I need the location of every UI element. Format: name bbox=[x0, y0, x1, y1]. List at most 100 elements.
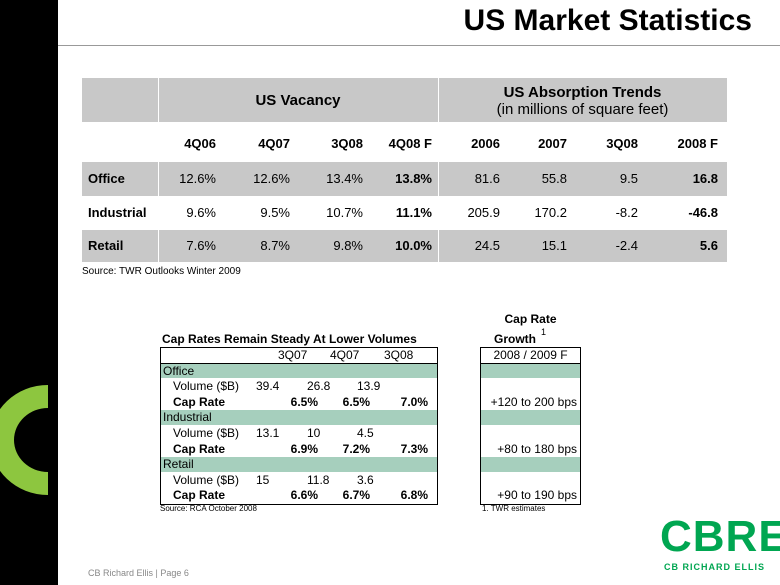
cell: 55.8 bbox=[541, 171, 567, 186]
side-bar bbox=[0, 0, 58, 585]
cell: 9.6% bbox=[186, 205, 216, 220]
column-header: 3Q08 bbox=[331, 136, 363, 151]
cell: 13.9 bbox=[357, 379, 381, 394]
cell: 24.5 bbox=[474, 238, 500, 253]
row-label: Cap Rate bbox=[173, 394, 226, 409]
growth-title: Cap Rate bbox=[504, 312, 557, 326]
cell: 6.5% bbox=[342, 394, 370, 409]
logo-name: CB RICHARD ELLIS bbox=[664, 562, 765, 572]
growth-title: Growth bbox=[494, 332, 536, 346]
cell: 5.6 bbox=[699, 238, 718, 253]
column-header: 2006 bbox=[471, 136, 500, 151]
cell: 10.7% bbox=[326, 205, 363, 220]
table-border bbox=[480, 347, 581, 505]
column-divider bbox=[438, 78, 439, 262]
cell: 6.6% bbox=[290, 488, 318, 503]
header-rule bbox=[160, 362, 438, 364]
section-band bbox=[481, 457, 580, 472]
cell: 6.5% bbox=[290, 394, 318, 409]
cell: 10.0% bbox=[395, 238, 432, 253]
section-band bbox=[481, 363, 580, 379]
cell: 11.8 bbox=[307, 472, 330, 487]
group-subheader: (in millions of square feet) bbox=[496, 101, 669, 118]
cell: 9.5% bbox=[260, 205, 290, 220]
column-divider bbox=[158, 78, 159, 262]
cell: -8.2 bbox=[615, 205, 638, 220]
logo-mark: CBRE bbox=[660, 512, 780, 561]
section-band bbox=[161, 410, 437, 425]
table-title: Cap Rates Remain Steady At Lower Volumes bbox=[162, 332, 417, 346]
cell: 16.8 bbox=[692, 171, 718, 186]
row-label: Volume ($B) bbox=[173, 379, 240, 394]
cell: 12.6% bbox=[179, 171, 216, 186]
column-header: 2008 F bbox=[677, 136, 718, 151]
column-header: 4Q07 bbox=[330, 348, 360, 362]
cell: 8.7% bbox=[260, 238, 290, 253]
cell: 7.3% bbox=[400, 441, 428, 456]
source-note: Source: TWR Outlooks Winter 2009 bbox=[82, 266, 241, 277]
cell: 6.8% bbox=[400, 488, 428, 503]
growth-value: +120 to 200 bps bbox=[490, 394, 577, 409]
column-header: 3Q07 bbox=[278, 348, 308, 362]
footnote-mark: 1 bbox=[541, 327, 547, 337]
cell: 3.6 bbox=[357, 472, 374, 487]
column-header: 3Q08 bbox=[384, 348, 414, 362]
source-note: Source: RCA October 2008 bbox=[160, 504, 257, 513]
section-label: Industrial bbox=[163, 410, 212, 425]
cell: 13.1 bbox=[256, 426, 280, 440]
table-border bbox=[160, 347, 438, 505]
column-header: 3Q08 bbox=[606, 136, 638, 151]
cell: 11.1% bbox=[395, 205, 432, 220]
column-header: 4Q07 bbox=[258, 136, 290, 151]
cell: 81.6 bbox=[474, 171, 500, 186]
header-band bbox=[82, 78, 727, 122]
row-band bbox=[82, 230, 727, 262]
title-rule bbox=[58, 45, 780, 46]
cell: 9.5 bbox=[619, 171, 638, 186]
cell: 12.6% bbox=[253, 171, 290, 186]
section-band bbox=[161, 363, 437, 379]
group-header: US Absorption Trends bbox=[503, 84, 662, 101]
cell: 26.8 bbox=[307, 379, 331, 394]
cell: 205.9 bbox=[467, 205, 500, 220]
column-header: 2007 bbox=[538, 136, 567, 151]
cell: 7.6% bbox=[186, 238, 216, 253]
group-header: US Vacancy bbox=[255, 92, 341, 109]
cell: 6.7% bbox=[342, 488, 370, 503]
section-band bbox=[481, 410, 580, 425]
section-label: Office bbox=[163, 363, 195, 378]
header-rule bbox=[480, 362, 581, 364]
cell: 4.5 bbox=[357, 426, 374, 440]
cell: 13.4% bbox=[326, 171, 363, 186]
cell: 15 bbox=[256, 472, 270, 487]
row-label: Retail bbox=[88, 238, 124, 253]
column-header: 4Q06 bbox=[184, 136, 216, 151]
cell: 170.2 bbox=[534, 205, 567, 220]
cell: 15.1 bbox=[541, 238, 567, 253]
row-label: Cap Rate bbox=[173, 441, 226, 456]
cell: 10 bbox=[307, 426, 321, 440]
row-label: Cap Rate bbox=[173, 488, 226, 503]
row-label: Office bbox=[88, 171, 125, 186]
footnote: 1. TWR estimates bbox=[482, 504, 546, 513]
column-header: 4Q08 F bbox=[388, 136, 432, 151]
cell: -46.8 bbox=[688, 205, 718, 220]
growth-header: 2008 / 2009 F bbox=[493, 348, 568, 362]
growth-value: +90 to 190 bps bbox=[497, 488, 577, 503]
row-label: Industrial bbox=[88, 205, 147, 220]
section-band bbox=[161, 457, 437, 472]
slide-title: US Market Statistics bbox=[463, 4, 752, 37]
row-label: Volume ($B) bbox=[173, 472, 240, 487]
cell: 9.8% bbox=[333, 238, 363, 253]
cell: 13.8% bbox=[395, 171, 432, 186]
row-label: Volume ($B) bbox=[173, 426, 240, 440]
cell: 7.2% bbox=[342, 441, 370, 456]
growth-value: +80 to 180 bps bbox=[497, 441, 577, 456]
section-label: Retail bbox=[163, 457, 194, 472]
footer: CB Richard Ellis | Page 6 bbox=[88, 568, 189, 578]
cell: -2.4 bbox=[615, 238, 638, 253]
cell: 6.9% bbox=[290, 441, 318, 456]
cell: 39.4 bbox=[256, 379, 280, 394]
cell: 7.0% bbox=[400, 394, 428, 409]
